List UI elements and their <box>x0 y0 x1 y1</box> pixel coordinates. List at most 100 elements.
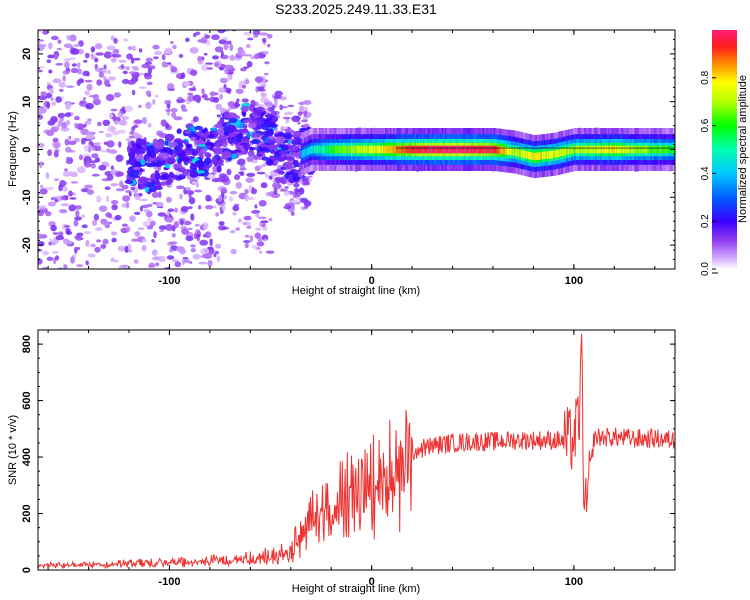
noise-blob <box>271 182 281 189</box>
y-tick-label: 0 <box>21 567 33 573</box>
noise-blob <box>213 253 217 258</box>
noise-blob <box>54 142 60 149</box>
ridge-cell <box>310 145 313 154</box>
ridge-cell <box>572 146 576 154</box>
noise-blob <box>248 184 253 192</box>
noise-blob <box>150 282 157 285</box>
noise-blob <box>152 44 160 50</box>
noise-blob <box>132 124 139 128</box>
ridge-cell <box>472 145 475 154</box>
ridge-cell <box>663 145 666 154</box>
noise-blob <box>109 149 118 154</box>
noise-blob <box>58 231 64 237</box>
noise-blob <box>75 210 80 218</box>
noise-blob <box>185 37 190 42</box>
noise-blob <box>260 182 268 189</box>
noise-blob <box>97 121 102 127</box>
noise-blob <box>262 37 267 43</box>
noise-blob <box>185 235 194 242</box>
noise-blob <box>145 57 153 63</box>
noise-blob <box>151 239 155 243</box>
ridge-cell <box>459 145 462 154</box>
ridge-cell <box>441 145 444 154</box>
noise-blob <box>171 233 176 238</box>
ridge-cell <box>420 145 423 154</box>
noise-blob <box>65 120 71 126</box>
noise-blob <box>200 248 210 255</box>
noise-blob <box>131 66 139 69</box>
noise-blob <box>213 96 220 103</box>
noise-blob <box>228 66 234 72</box>
noise-blob <box>52 232 59 235</box>
ridge-cell <box>312 145 315 154</box>
ridge-cell <box>320 145 323 154</box>
noise-blob <box>92 219 98 227</box>
noise-blob <box>182 257 189 260</box>
noise-blob <box>216 114 221 118</box>
noise-blob <box>104 186 111 190</box>
noise-blob <box>198 261 208 265</box>
noise-blob <box>251 244 256 249</box>
noise-blob <box>184 187 192 191</box>
signal-blob <box>150 152 157 159</box>
ridge-cell <box>352 145 356 154</box>
noise-blob <box>223 43 229 51</box>
ridge-cell <box>362 145 365 154</box>
ridge-cell <box>561 148 564 157</box>
noise-blob <box>128 71 136 75</box>
ridge-cell <box>606 145 609 154</box>
noise-blob <box>207 174 215 179</box>
ridge-cell <box>453 145 456 154</box>
snr-frame <box>37 329 676 571</box>
ridge-cell <box>428 145 432 154</box>
ridge-cell <box>508 147 511 155</box>
ridge-cell <box>359 145 362 154</box>
noise-blob <box>143 72 152 77</box>
ridge-cell <box>517 149 521 157</box>
noise-blob <box>129 215 136 222</box>
signal-blob <box>268 128 274 135</box>
noise-blob <box>47 54 55 59</box>
noise-blob <box>245 177 255 183</box>
noise-blob <box>55 235 65 241</box>
ridge-cell <box>417 145 420 154</box>
noise-blob <box>85 134 94 140</box>
y-tick-label: 10 <box>21 96 33 108</box>
noise-blob <box>52 137 59 143</box>
noise-blob <box>113 274 119 279</box>
noise-blob <box>103 76 107 81</box>
noise-blob <box>253 34 259 38</box>
colorbar-tick-label: 0.8 <box>700 70 711 84</box>
noise-blob <box>141 238 148 243</box>
ridge-cell <box>486 145 490 154</box>
noise-blob <box>85 260 89 266</box>
ridge-cell <box>611 145 614 154</box>
noise-blob <box>65 105 71 110</box>
noise-blob <box>188 193 192 199</box>
noise-blob <box>56 47 62 51</box>
noise-blob <box>205 194 212 202</box>
ridge-cell <box>386 145 389 154</box>
ridge-cell <box>495 145 498 154</box>
noise-blob <box>62 238 70 245</box>
noise-blob <box>254 76 264 83</box>
noise-blob <box>124 105 134 112</box>
noise-blob <box>192 116 199 123</box>
signal-blob <box>282 132 293 140</box>
noise-blob <box>138 72 144 76</box>
noise-blob <box>69 197 77 200</box>
noise-blob <box>237 158 246 166</box>
signal-blob <box>130 169 140 177</box>
noise-blob <box>200 36 208 44</box>
noise-blob <box>153 50 163 56</box>
noise-blob <box>167 62 172 65</box>
noise-blob <box>139 198 148 202</box>
noise-blob <box>228 23 234 28</box>
noise-blob <box>184 259 191 263</box>
ridge-cell <box>399 145 402 154</box>
noise-blob <box>256 241 265 247</box>
signal-blob <box>126 145 132 154</box>
noise-blob <box>64 225 71 228</box>
noise-blob <box>226 40 232 45</box>
ridge-cell <box>535 152 538 161</box>
